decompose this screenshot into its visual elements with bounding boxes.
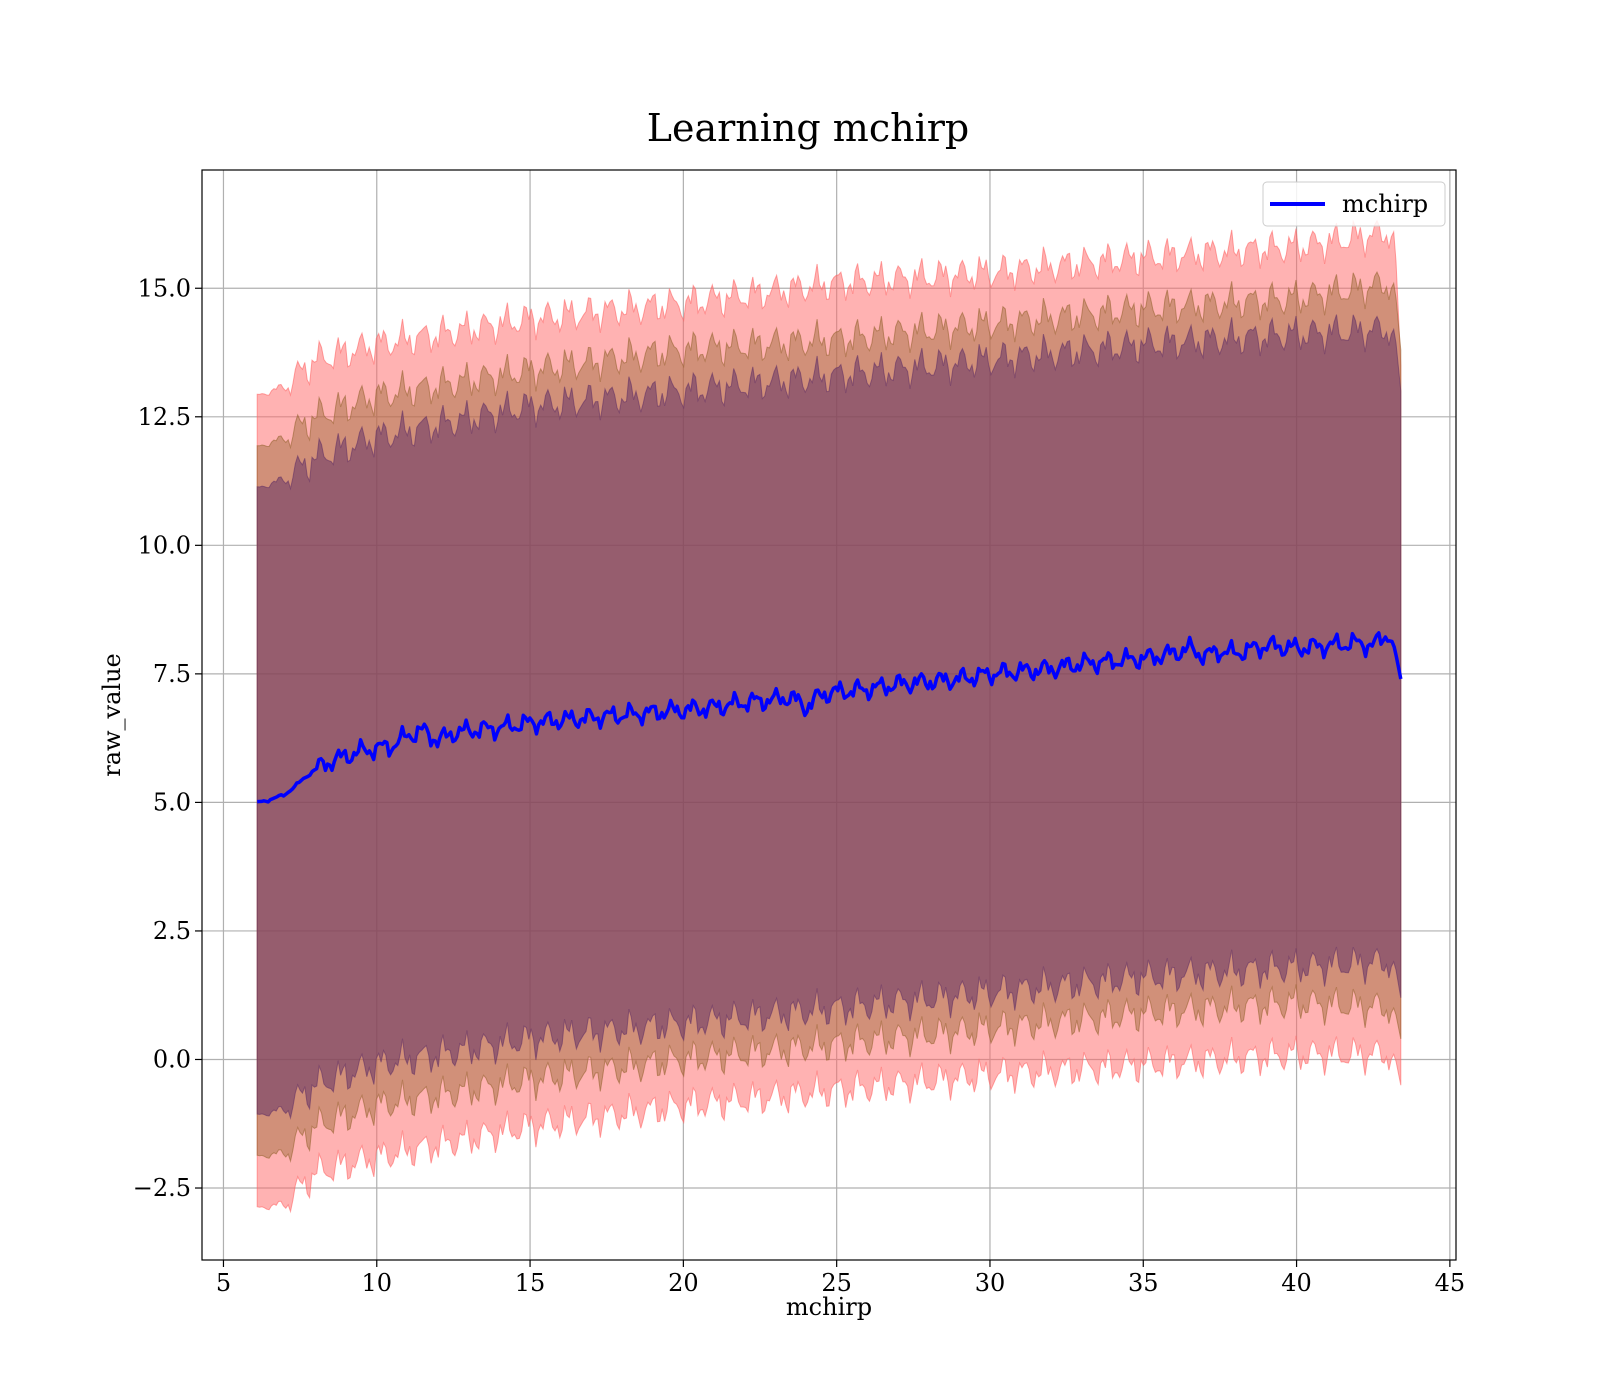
legend: mchirp [1262, 181, 1446, 227]
x-axis-ticks: 5 10 15 20 25 30 35 40 45 [216, 1260, 1465, 1297]
x-tick-label: 10 [361, 1269, 392, 1297]
band-layer [256, 219, 1402, 1214]
legend-box [1262, 181, 1446, 227]
x-axis-label: mchirp [786, 1293, 872, 1321]
plot-area [201, 169, 1457, 1261]
chart-title: Learning mchirp [647, 106, 969, 150]
y-tick-label: 0.0 [153, 1045, 191, 1073]
legend-label: mchirp [1342, 190, 1428, 218]
x-tick-label: 15 [515, 1269, 546, 1297]
y-tick-label: 2.5 [153, 917, 191, 945]
y-tick-label: 7.5 [153, 660, 191, 688]
x-tick-label: 25 [821, 1269, 852, 1297]
y-tick-label: 12.5 [138, 403, 191, 431]
x-tick-label: 40 [1281, 1269, 1312, 1297]
y-axis-label: raw_value [98, 653, 126, 777]
x-tick-label: 20 [668, 1269, 699, 1297]
y-tick-label: 10.0 [138, 531, 191, 559]
series-line-mchirp [257, 631, 1403, 804]
series-layer [257, 631, 1403, 804]
x-tick-label: 30 [975, 1269, 1006, 1297]
uncertainty-band-3 [256, 314, 1402, 1120]
y-tick-label: 15.0 [138, 274, 191, 302]
x-tick-label: 5 [216, 1269, 231, 1297]
y-axis-ticks: −2.5 0.0 2.5 5.0 7.5 10.0 12.5 15.0 [133, 274, 202, 1202]
y-tick-label: −2.5 [133, 1174, 191, 1202]
x-tick-label: 45 [1435, 1269, 1466, 1297]
x-tick-label: 35 [1128, 1269, 1159, 1297]
plot-frame [201, 169, 1457, 1261]
y-tick-label: 5.0 [153, 788, 191, 816]
